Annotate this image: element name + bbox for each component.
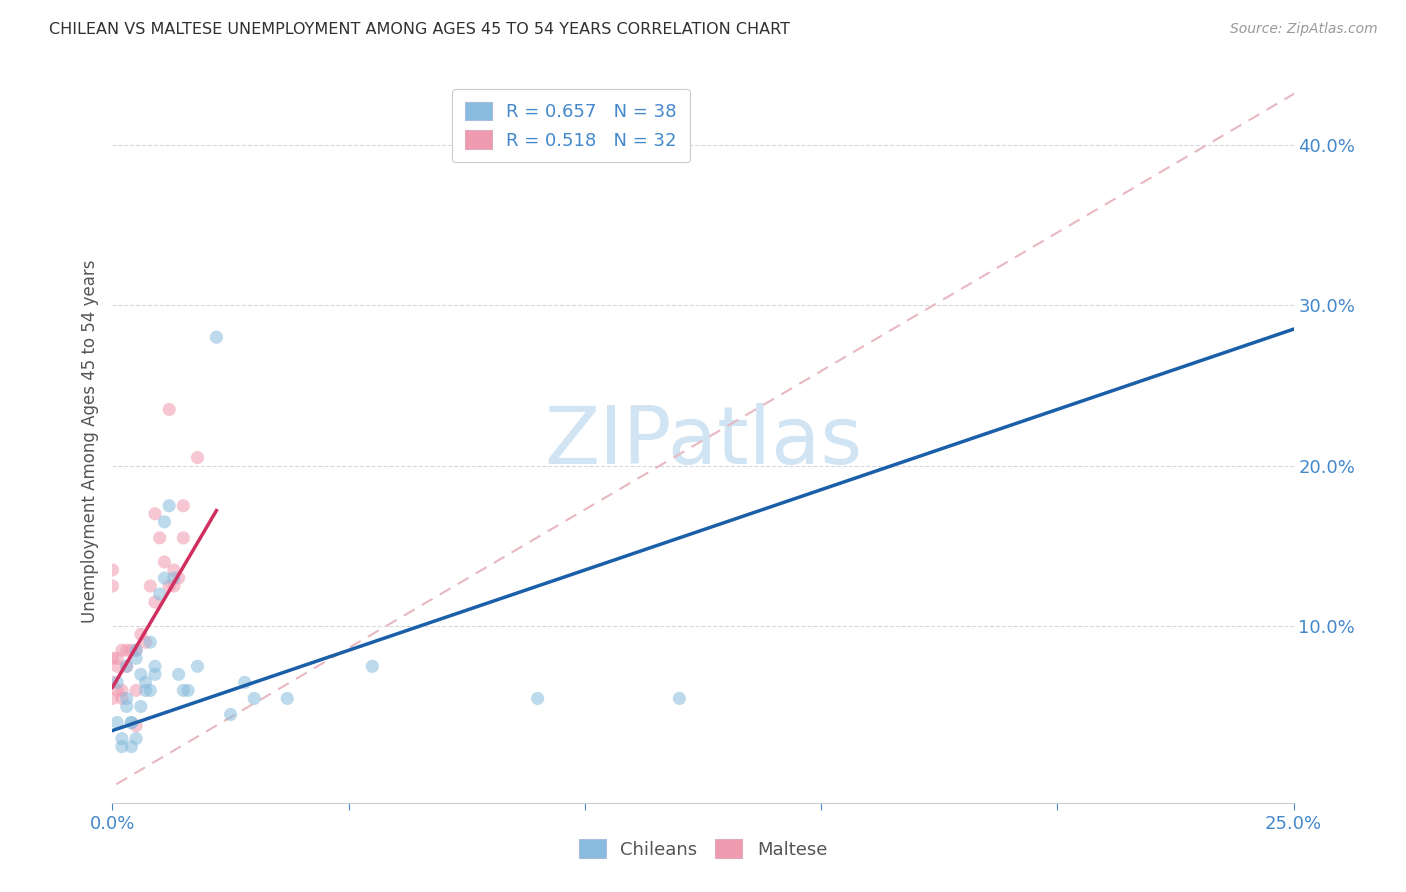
Point — [135, 683, 157, 698]
Point — [172, 531, 194, 545]
Point — [167, 571, 190, 585]
Point — [149, 531, 172, 545]
Legend: Chileans, Maltese: Chileans, Maltese — [571, 832, 835, 866]
Point — [139, 579, 162, 593]
Point — [125, 651, 148, 665]
Point — [143, 595, 166, 609]
Point — [157, 579, 180, 593]
Point — [233, 675, 256, 690]
Point — [163, 579, 186, 593]
Point — [153, 555, 176, 569]
Point — [205, 330, 228, 344]
Text: CHILEAN VS MALTESE UNEMPLOYMENT AMONG AGES 45 TO 54 YEARS CORRELATION CHART: CHILEAN VS MALTESE UNEMPLOYMENT AMONG AG… — [49, 22, 790, 37]
Point — [105, 675, 128, 690]
Point — [163, 563, 186, 577]
Point — [135, 635, 157, 649]
Point — [139, 635, 162, 649]
Text: Source: ZipAtlas.com: Source: ZipAtlas.com — [1230, 22, 1378, 37]
Point — [115, 643, 138, 657]
Point — [115, 691, 138, 706]
Point — [143, 667, 166, 681]
Point — [125, 643, 148, 657]
Point — [135, 675, 157, 690]
Point — [111, 731, 134, 746]
Point — [172, 499, 194, 513]
Point — [139, 683, 162, 698]
Point — [129, 627, 152, 641]
Point — [111, 739, 134, 754]
Point — [111, 683, 134, 698]
Point — [157, 402, 180, 417]
Point — [153, 571, 176, 585]
Point — [163, 571, 186, 585]
Point — [129, 667, 152, 681]
Point — [361, 659, 384, 673]
Point — [105, 683, 128, 698]
Text: ZIPatlas: ZIPatlas — [544, 402, 862, 481]
Point — [105, 651, 128, 665]
Point — [115, 699, 138, 714]
Point — [219, 707, 242, 722]
Point — [149, 587, 172, 601]
Point — [111, 691, 134, 706]
Point — [153, 515, 176, 529]
Point — [129, 699, 152, 714]
Point — [105, 659, 128, 673]
Point — [120, 715, 142, 730]
Point — [101, 563, 124, 577]
Point — [125, 683, 148, 698]
Point — [125, 643, 148, 657]
Y-axis label: Unemployment Among Ages 45 to 54 years: Unemployment Among Ages 45 to 54 years — [80, 260, 98, 624]
Point — [120, 643, 142, 657]
Point — [186, 450, 208, 465]
Point — [125, 731, 148, 746]
Point — [276, 691, 298, 706]
Point — [243, 691, 266, 706]
Point — [101, 651, 124, 665]
Point — [143, 507, 166, 521]
Point — [101, 675, 124, 690]
Point — [120, 715, 142, 730]
Point — [526, 691, 548, 706]
Point — [177, 683, 200, 698]
Point — [115, 659, 138, 673]
Point — [101, 691, 124, 706]
Point — [101, 579, 124, 593]
Point — [143, 659, 166, 673]
Point — [111, 643, 134, 657]
Point — [157, 499, 180, 513]
Point — [115, 659, 138, 673]
Point — [105, 715, 128, 730]
Point — [172, 683, 194, 698]
Point — [186, 659, 208, 673]
Point — [125, 719, 148, 733]
Point — [120, 739, 142, 754]
Point — [668, 691, 690, 706]
Point — [167, 667, 190, 681]
